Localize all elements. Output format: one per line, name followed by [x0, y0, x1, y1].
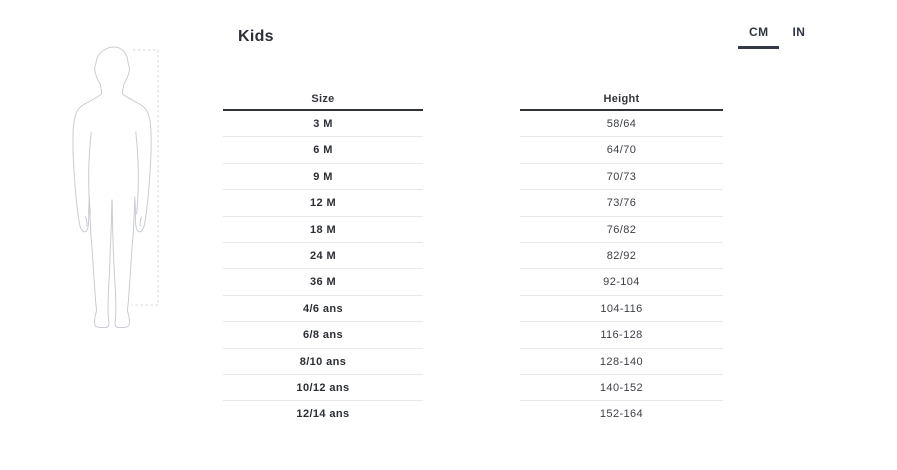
- table-row: 128-140: [520, 349, 723, 375]
- kids-silhouette-illustration: [55, 38, 175, 338]
- height-column-header: Height: [520, 90, 723, 111]
- height-column: Height 58/64 64/70 70/73 73/76 76/82 82/…: [520, 90, 723, 428]
- child-body-outline: [72, 46, 152, 328]
- table-row: 8/10 ans: [223, 349, 423, 375]
- table-row: 64/70: [520, 137, 723, 164]
- table-row: 76/82: [520, 217, 723, 243]
- left-hand-detail: [85, 216, 88, 227]
- table-row: 58/64: [520, 111, 723, 138]
- table-row: 116-128: [520, 322, 723, 349]
- table-row: 140-152: [520, 375, 723, 402]
- size-column: Size 3 M 6 M 9 M 12 M 18 M 24 M 36 M 4/6…: [223, 90, 423, 428]
- unit-option-cm[interactable]: CM: [738, 25, 780, 49]
- unit-option-in[interactable]: IN: [792, 25, 806, 39]
- unit-toggle: CM IN: [738, 25, 808, 49]
- table-row: 10/12 ans: [223, 375, 423, 402]
- table-row: 3 M: [223, 111, 423, 138]
- child-silhouette-icon: [63, 42, 159, 334]
- table-row: 12 M: [223, 190, 423, 217]
- right-arm-inner-line: [135, 131, 139, 215]
- table-row: 152-164: [599, 408, 644, 421]
- table-row: 9 M: [223, 164, 423, 191]
- table-row: 104-116: [520, 296, 723, 323]
- table-row: 36 M: [223, 269, 423, 296]
- table-row: 12/14 ans: [296, 408, 350, 421]
- size-column-header: Size: [223, 90, 423, 111]
- left-arm-inner-line: [88, 131, 92, 215]
- table-row: 18 M: [223, 217, 423, 243]
- table-row: 73/76: [520, 190, 723, 217]
- table-row: 70/73: [520, 164, 723, 191]
- page-title: Kids: [238, 28, 274, 45]
- table-row: 24 M: [223, 243, 423, 270]
- table-row: 82/92: [520, 243, 723, 270]
- table-row: 6 M: [223, 137, 423, 164]
- right-hand-detail: [139, 216, 142, 227]
- table-row: 4/6 ans: [223, 296, 423, 323]
- table-row: 6/8 ans: [223, 322, 423, 349]
- table-row: 92-104: [520, 269, 723, 296]
